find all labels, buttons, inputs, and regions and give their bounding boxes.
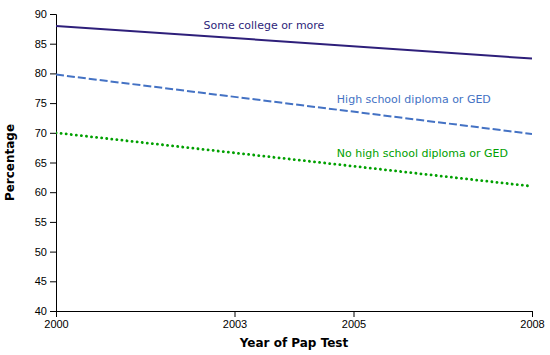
tick: 45 bbox=[35, 275, 56, 287]
series-label: High school diploma or GED bbox=[337, 93, 491, 106]
tick: 2000 bbox=[44, 311, 68, 330]
tick-label: 2005 bbox=[342, 318, 366, 330]
tick: 40 bbox=[35, 305, 56, 317]
tick-mark bbox=[50, 133, 56, 134]
axis-line bbox=[57, 312, 533, 318]
series-label: Some college or more bbox=[204, 19, 325, 32]
tick-mark bbox=[235, 311, 236, 317]
tick-label: 80 bbox=[35, 67, 47, 79]
y-axis: 40 45 50 55 60 65 70 75 80 85 90 bbox=[35, 8, 57, 317]
tick-label: 50 bbox=[35, 246, 47, 258]
tick-label: 65 bbox=[35, 157, 47, 169]
series-line bbox=[56, 133, 532, 186]
tick-mark bbox=[354, 311, 355, 317]
axis-line bbox=[50, 15, 57, 312]
tick-mark bbox=[50, 252, 56, 253]
tick-mark bbox=[50, 163, 56, 164]
tick-label: 2008 bbox=[520, 318, 544, 330]
tick-mark bbox=[50, 44, 56, 45]
tick-label: 75 bbox=[35, 97, 47, 109]
tick-mark bbox=[532, 311, 533, 317]
tick: 75 bbox=[35, 97, 56, 109]
tick: 85 bbox=[35, 38, 56, 50]
chart: 2000 2003 2005 2008 40 45 50 55 60 65 70 75 80 85 90 So… bbox=[0, 0, 550, 355]
tick-label: 90 bbox=[35, 8, 47, 20]
tick-label: 2000 bbox=[44, 318, 68, 330]
tick-mark bbox=[50, 311, 56, 312]
lines bbox=[56, 26, 532, 186]
tick-label: 60 bbox=[35, 186, 47, 198]
tick-label: 85 bbox=[35, 38, 47, 50]
tick: 55 bbox=[35, 216, 56, 228]
tick-mark bbox=[50, 73, 56, 74]
tick: 2003 bbox=[223, 311, 247, 330]
tick: 2005 bbox=[342, 311, 366, 330]
tick-mark bbox=[50, 281, 56, 282]
tick-label: 55 bbox=[35, 216, 47, 228]
series-line bbox=[56, 75, 532, 134]
tick: 2008 bbox=[520, 311, 544, 330]
tick-label: 40 bbox=[35, 305, 47, 317]
tick-label: 70 bbox=[35, 127, 47, 139]
series-label: No high school diploma or GED bbox=[337, 147, 508, 160]
tick: 65 bbox=[35, 157, 56, 169]
tick-label: 2003 bbox=[223, 318, 247, 330]
tick-mark bbox=[50, 103, 56, 104]
tick-mark bbox=[50, 222, 56, 223]
x-axis: 2000 2003 2005 2008 bbox=[44, 311, 544, 330]
tick: 80 bbox=[35, 67, 56, 79]
tick: 90 bbox=[35, 8, 56, 20]
tick: 50 bbox=[35, 246, 56, 258]
y-axis-title: Percentage bbox=[3, 124, 17, 201]
plot: 2000 2003 2005 2008 40 45 50 55 60 65 70 75 80 85 90 So… bbox=[35, 8, 545, 330]
tick-mark bbox=[50, 192, 56, 193]
tick: 60 bbox=[35, 186, 56, 198]
tick-label: 45 bbox=[35, 275, 47, 287]
tick-mark bbox=[50, 14, 56, 15]
x-axis-title: Year of Pap Test bbox=[239, 336, 349, 350]
tick: 70 bbox=[35, 127, 56, 139]
